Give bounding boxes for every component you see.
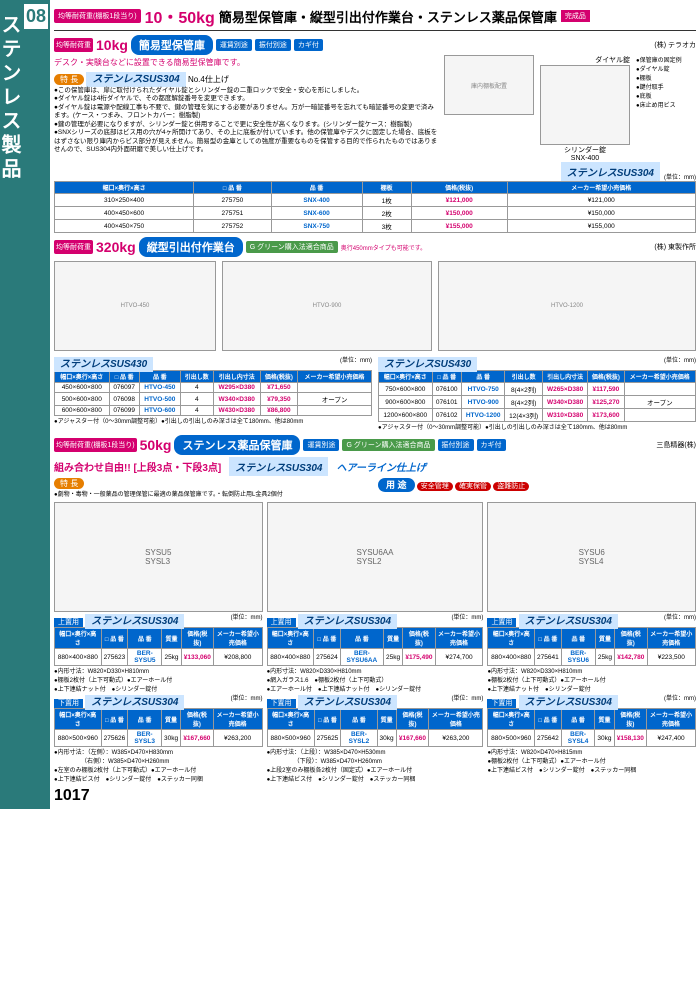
load-label: 均等耐荷重 xyxy=(54,240,93,254)
model-label: SNX-400 xyxy=(540,155,630,162)
weight-value: 10・50kg xyxy=(145,4,215,28)
red-tag: 確実保管 xyxy=(455,482,491,491)
page-category-num: 08 xyxy=(24,4,48,29)
cabinet-img: SYSU5SYSL3 xyxy=(54,502,263,612)
upper-tag: 上置用 xyxy=(267,618,296,627)
sus-badge: ステンレスSUS430 xyxy=(378,357,477,372)
product-img: HTVO-1200 xyxy=(438,261,696,351)
use-badge: 用 途 xyxy=(378,478,415,492)
combo: 組み合わせ自由!! [上段3点・下段3点] xyxy=(54,459,221,474)
sus-badge: ステンレスSUS304 xyxy=(86,72,185,87)
cabinet-column: SYSU6AASYSL2 上置用 ステンレスSUS304(単位：mm) 幅口×奥… xyxy=(267,502,484,783)
table-foot: ●アジャスター付（0～30mm調整可能）●引出しの引出しのみ深さは全て180mm… xyxy=(54,416,372,425)
sus-badge: ステンレスSUS304 xyxy=(229,457,328,476)
sus-badge: ステンレスSUS430 xyxy=(54,357,153,372)
lower-table: 幅口×奥行×高さ□ 品 番品 番質量価格(税抜)メーカー希望小売価格 880×5… xyxy=(487,708,696,747)
tag: 振付別途 xyxy=(255,39,291,51)
lower-tag: 下置用 xyxy=(267,699,296,708)
upper-table: 幅口×奥行×高さ□ 品 番品 番質量価格(税抜)メーカー希望小売価格 880×4… xyxy=(487,627,696,666)
lock-img xyxy=(540,65,630,145)
tag: カギ付 xyxy=(477,439,506,451)
feature-badge: 特 長 xyxy=(54,74,84,85)
weight-label: 均等耐荷重(棚板1段当り) xyxy=(54,9,141,23)
cabinet-img: SYSU6SYSL4 xyxy=(487,502,696,612)
cyl-label: シリンダー錠 xyxy=(540,145,630,155)
section-title: 簡易型保管庫 xyxy=(131,35,213,55)
bullet: ●ダイヤル錠は4桁ダイヤルで、その都度解錠番号を変更できます。 xyxy=(54,95,438,103)
feature-badge: 特 長 xyxy=(54,478,84,489)
section-title: ステンレス薬品保管庫 xyxy=(174,435,300,455)
upper-table: 幅口×奥行×高さ□ 品 番品 番質量価格(税抜)メーカー希望小売価格 880×4… xyxy=(54,627,263,666)
bullet: ●鍵の管理が必要になりますが、シリンダー錠と併用することで更に安全性が高くなりま… xyxy=(54,121,438,129)
bullet: ●劇物・毒物・一般薬品の管理保管に最適の薬品保管庫です。・転倒防止用L金具2個付 xyxy=(54,489,372,498)
side-label: ●鍵付取手 xyxy=(636,82,696,91)
page-title: 簡易型保管庫・縦型引出付作業台・ステンレス薬品保管庫 xyxy=(219,7,557,26)
maker: 三島精器(株) xyxy=(656,440,696,450)
side-label: ●棚板 xyxy=(636,73,696,82)
bullet: ●SNXシリーズの底部はビス用の穴が4ヶ所開けてあり、その上に底板が付いています… xyxy=(54,129,438,154)
lower-table: 幅口×奥行×高さ□ 品 番品 番質量価格(税抜)メーカー希望小売価格 880×5… xyxy=(54,708,263,747)
product-img: HTVO-900 xyxy=(222,261,432,351)
section-title: 縦型引出付作業台 xyxy=(139,237,243,257)
load-label: 均等耐荷重(棚板1段当り) xyxy=(54,438,137,452)
section-chemical: 均等耐荷重(棚板1段当り) 50kg ステンレス薬品保管庫 運賃別途 G グリー… xyxy=(54,435,696,783)
section-cabinet: 均等耐荷重 10kg 簡易型保管庫 運賃別途 振付別途 カギ付 (株) テラオカ… xyxy=(54,35,696,233)
lower-table: 幅口×奥行×高さ□ 品 番品 番質量価格(税抜)メーカー希望小売価格 880×5… xyxy=(267,708,484,747)
green-tag: G グリーン購入法適合商品 xyxy=(246,241,338,253)
product-img: HTVO-450 xyxy=(54,261,216,351)
page-number: 1017 xyxy=(54,787,696,805)
bullet: ●ダイヤル錠は電源や配線工事も不要で、鍵の管理を気にする必要がありません。万が一… xyxy=(54,104,438,121)
tag: 運賃別途 xyxy=(216,39,252,51)
side-label: ●保管庫の固定例 xyxy=(636,55,696,64)
cabinet-column: SYSU6SYSL4 上置用 ステンレスSUS304(単位：mm) 幅口×奥行×… xyxy=(487,502,696,783)
unit: (単位：mm) xyxy=(664,172,696,181)
tag: 振付別途 xyxy=(438,439,474,451)
maker: (株) テラオカ xyxy=(654,40,696,50)
hairline: ヘアーライン仕上げ xyxy=(336,459,425,474)
spec-table: 幅口×奥行×高さ□ 品 番品 番引出し数引出し内寸法価格(税抜)メーカー希望小売… xyxy=(378,370,696,422)
page-header: 均等耐荷重(棚板1段当り) 10・50kg 簡易型保管庫・縦型引出付作業台・ステ… xyxy=(54,4,696,31)
cabinet-img: SYSU6AASYSL2 xyxy=(267,502,484,612)
load-value: 10kg xyxy=(96,37,128,53)
upper-table: 幅口×奥行×高さ□ 品 番品 番質量価格(税抜)メーカー希望小売価格 880×4… xyxy=(267,627,484,666)
sidebar: 08 ステンレス製品 ニューパール・フリーワゴンニューCSワゴンシリーズスペシャ… xyxy=(0,0,50,809)
sidebar-title: ステンレス製品 xyxy=(0,14,24,805)
spec-table: 幅口×奥行×高さ□ 品 番品 番棚板価格(税抜)メーカー希望小売価格310×25… xyxy=(54,181,696,233)
table-foot: ●アジャスター付（0～30mm調整可能）●引出しの引出しのみ深さは全て180mm… xyxy=(378,422,696,431)
tag: カギ付 xyxy=(294,39,323,51)
lower-tag: 下置用 xyxy=(54,699,83,708)
cabinet-column: SYSU5SYSL3 上置用 ステンレスSUS304(単位：mm) 幅口×奥行×… xyxy=(54,502,263,783)
lower-tag: 下置用 xyxy=(487,699,516,708)
load-value: 50kg xyxy=(140,437,172,453)
finish: No.4仕上げ xyxy=(188,75,229,84)
dial-label: ダイヤル錠 xyxy=(540,55,630,65)
red-tag: 盗難防止 xyxy=(493,482,529,491)
desc: デスク・実験台などに設置できる簡易型保管庫です。 xyxy=(54,57,438,68)
tag: 運賃別途 xyxy=(303,439,339,451)
section-worktable: 均等耐荷重 320kg 縦型引出付作業台 G グリーン購入法適合商品 奥行450… xyxy=(54,237,696,431)
sus-badge: ステンレスSUS304 xyxy=(561,162,660,181)
cabinet-img: 庫内棚板配置 xyxy=(444,55,534,115)
upper-tag: 上置用 xyxy=(54,618,83,627)
load-label: 均等耐荷重 xyxy=(54,38,93,52)
note: 奥行450mmタイプも可能です。 xyxy=(341,243,426,252)
done-badge: 完成品 xyxy=(561,10,590,22)
upper-tag: 上置用 xyxy=(487,618,516,627)
side-label: ●底板 xyxy=(636,91,696,100)
maker: (株) 東製作所 xyxy=(654,242,696,252)
side-label: ●ダイヤル錠 xyxy=(636,64,696,73)
side-label: ●床止め用ビス xyxy=(636,100,696,109)
red-tag: 安全管理 xyxy=(417,482,453,491)
spec-table: 幅口×奥行×高さ□ 品 番品 番引出し数引出し内寸法価格(税抜)メーカー希望小売… xyxy=(54,370,372,416)
green-tag: G グリーン購入法適合商品 xyxy=(342,439,434,451)
load-value: 320kg xyxy=(96,239,136,255)
